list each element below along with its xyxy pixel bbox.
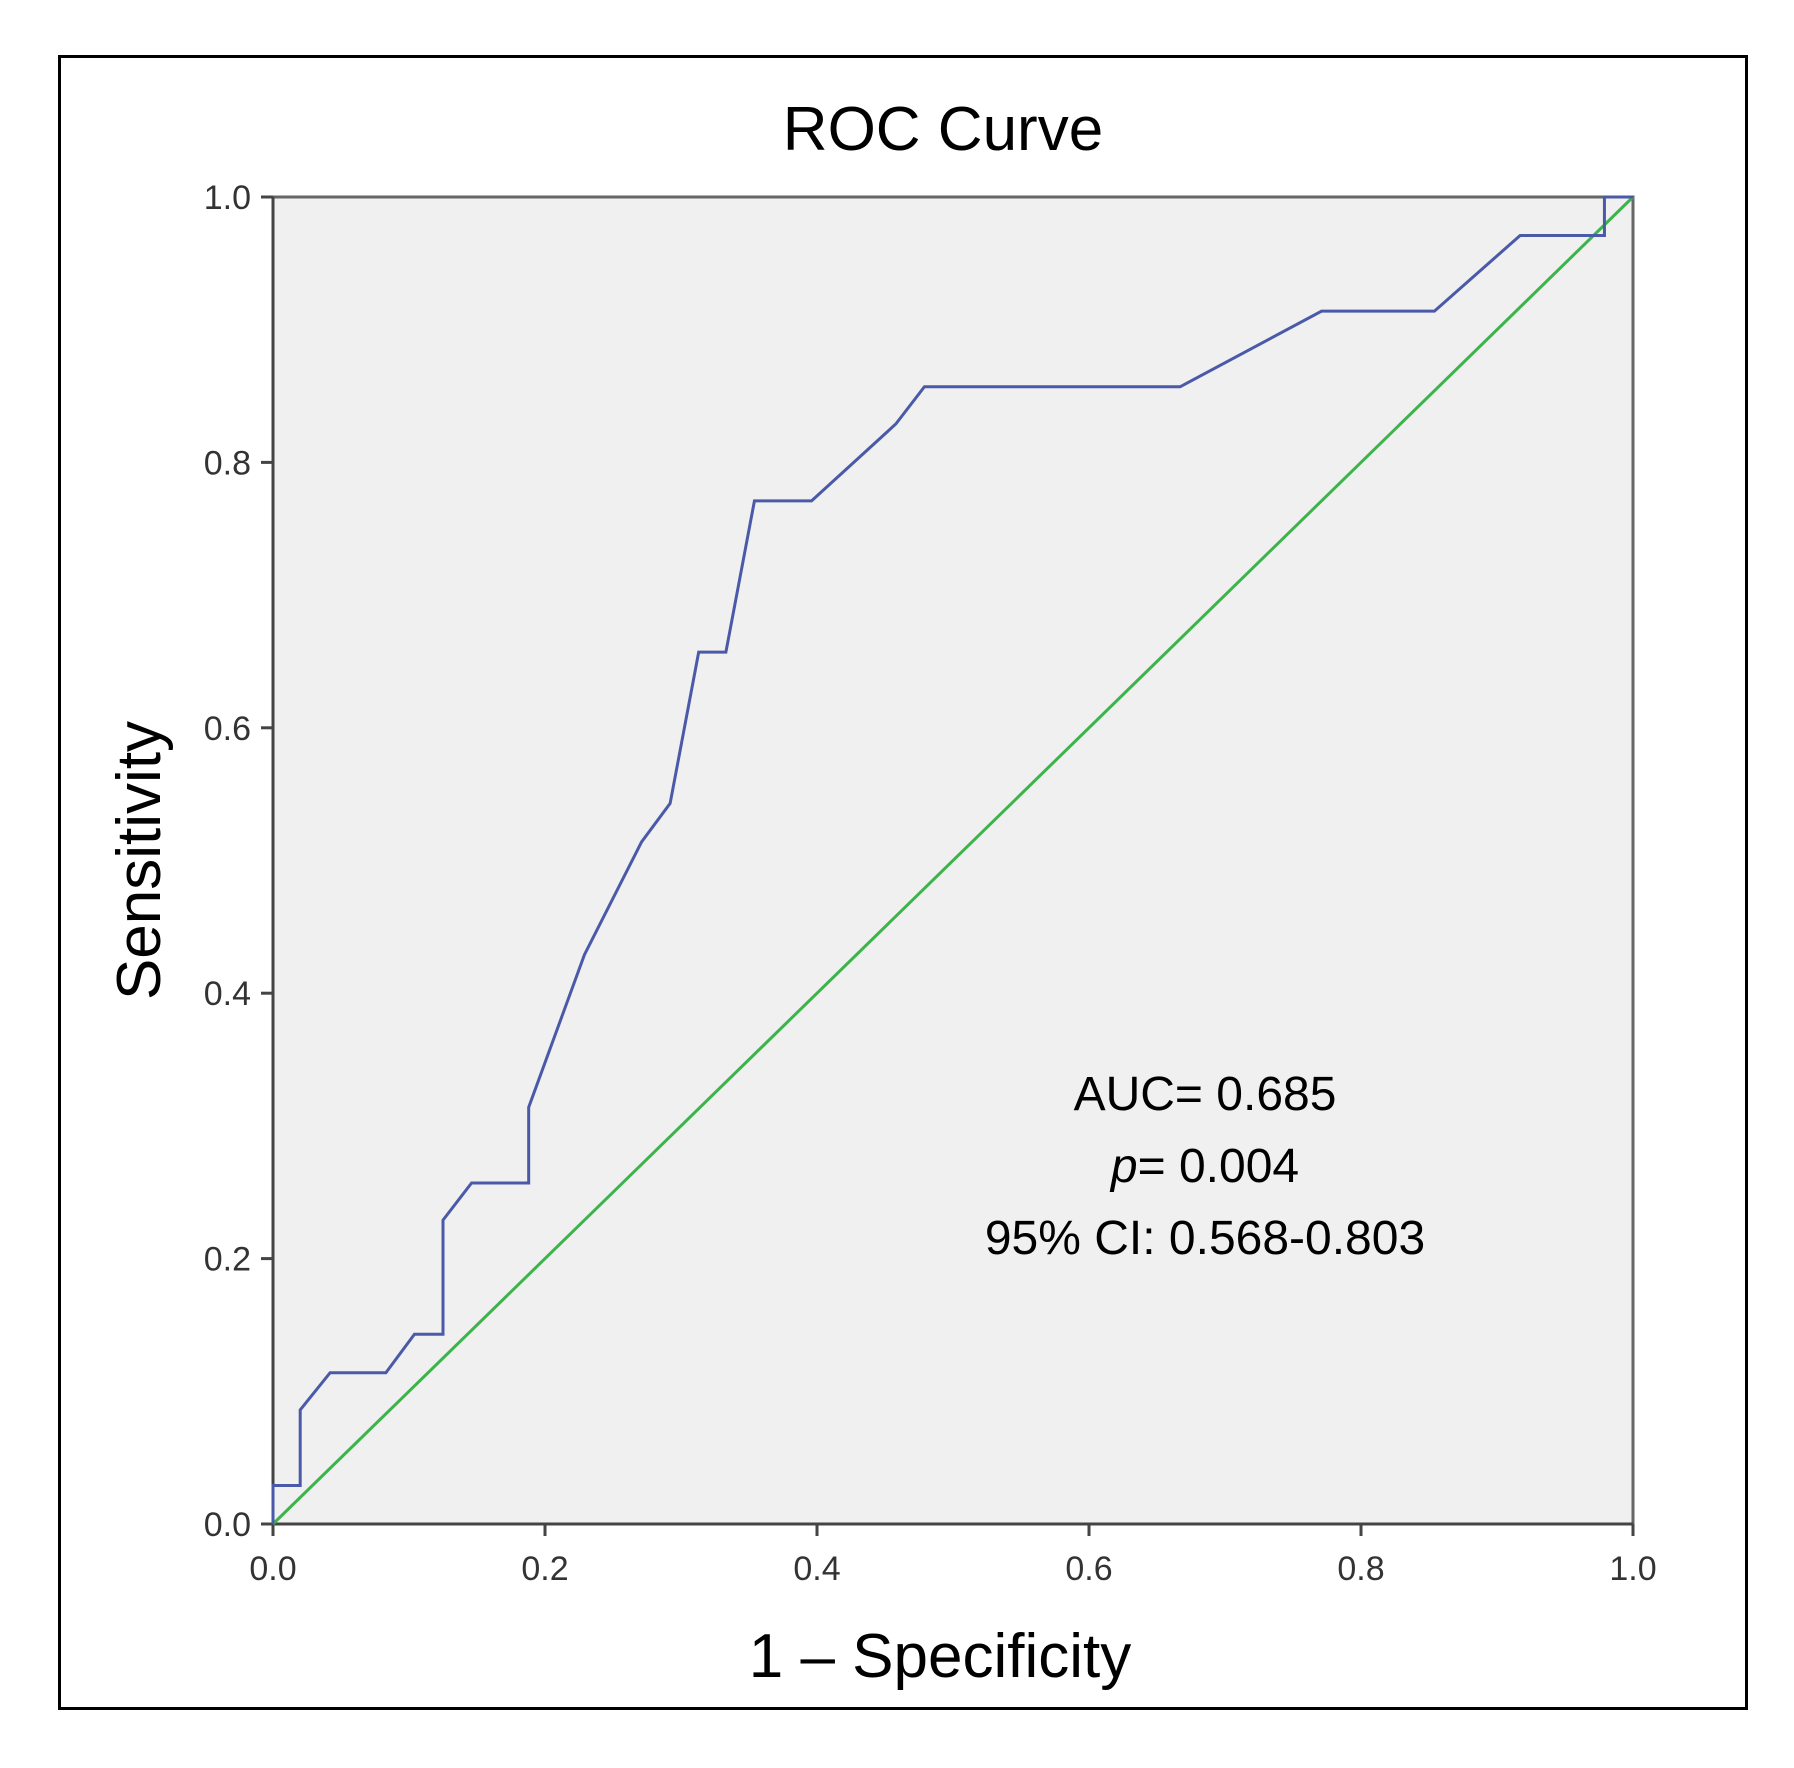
confidence-interval-annotation: 95% CI: 0.568-0.803: [985, 1212, 1425, 1265]
series-layer: [271, 195, 1635, 1526]
p-symbol: p: [1109, 1140, 1138, 1193]
y-tick-label: 1.0: [204, 179, 251, 217]
p-value-text: = 0.004: [1138, 1140, 1299, 1193]
x-tick-label: 0.6: [1065, 1550, 1112, 1588]
x-tick-label: 0.0: [249, 1550, 296, 1588]
x-tick-label: 0.4: [793, 1550, 840, 1588]
y-tick-label: 0.4: [204, 975, 251, 1013]
x-tick-label: 0.8: [1337, 1550, 1384, 1588]
auc-annotation: AUC= 0.685: [1074, 1068, 1337, 1121]
x-tick-label: 0.2: [521, 1550, 568, 1588]
axes: 0.0 0.2 0.4 0.6 0.8 1.0 0.0 0.2 0.4 0.6 0.8 1.0: [204, 179, 1657, 1588]
chart-title: ROC Curve: [783, 95, 1103, 164]
x-tick-label: 1.0: [1609, 1550, 1656, 1588]
y-tick-label: 0.0: [204, 1506, 251, 1544]
y-axis-label: Sensitivity: [105, 721, 174, 1000]
y-tick-label: 0.8: [204, 444, 251, 482]
p-value-annotation: p= 0.004: [1109, 1140, 1299, 1193]
y-tick-label: 0.6: [204, 710, 251, 748]
y-tick-label: 0.2: [204, 1241, 251, 1279]
x-axis-label: 1 – Specificity: [749, 1622, 1132, 1691]
roc-curve-line: [271, 195, 1633, 1524]
reference-diagonal-line: [271, 195, 1635, 1526]
